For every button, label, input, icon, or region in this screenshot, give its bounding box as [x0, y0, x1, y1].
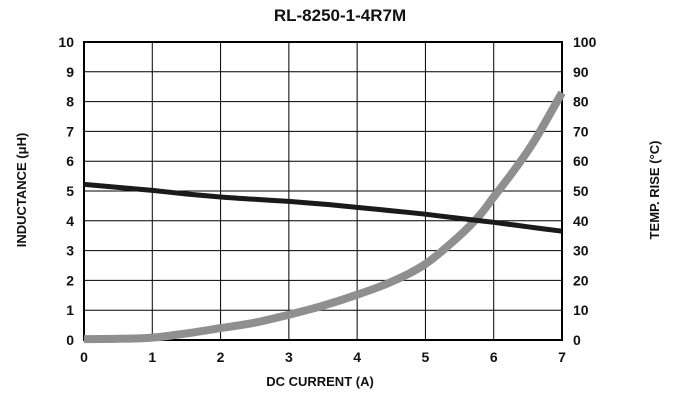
y2-tick-label: 70	[573, 123, 589, 139]
y2-tick-label: 50	[573, 183, 589, 199]
series-lines	[83, 90, 566, 344]
y-tick-label: 5	[66, 183, 74, 199]
chart-title: RL-8250-1-4R7M	[274, 6, 406, 25]
x-tick-label: 0	[80, 349, 88, 365]
y2-tick-label: 60	[573, 153, 589, 169]
x-tick-label: 1	[148, 349, 156, 365]
y-tick-label: 9	[66, 64, 74, 80]
y2-axis-label: TEMP. RISE (°C)	[647, 141, 662, 240]
y-tick-label: 1	[66, 302, 74, 318]
x-tick-label: 6	[490, 349, 498, 365]
y-axis-label: INDUCTANCE (μH)	[14, 133, 29, 248]
y-tick-label: 7	[66, 123, 74, 139]
y2-tick-label: 10	[573, 302, 589, 318]
x-tick-label: 5	[422, 349, 430, 365]
y-tick-label: 10	[58, 34, 74, 50]
tick-labels: 0 1 2 3 4 5 6 701234567891001020304050607080901…	[58, 34, 596, 365]
x-tick-label: 7	[558, 349, 566, 365]
inductance-series-line	[83, 181, 563, 234]
y-tick-label: 3	[66, 243, 74, 259]
y2-tick-label: 20	[573, 272, 589, 288]
y2-tick-label: 100	[573, 34, 597, 50]
x-axis-label: DC CURRENT (A)	[266, 374, 374, 389]
x-tick-label: 4	[353, 349, 361, 365]
x-tick-label: 2	[217, 349, 225, 365]
y-tick-label: 4	[66, 213, 74, 229]
y-tick-label: 8	[66, 94, 74, 110]
x-tick-label: 3	[285, 349, 293, 365]
y2-tick-label: 40	[573, 213, 589, 229]
y2-tick-label: 80	[573, 94, 589, 110]
temp-rise-series-line	[83, 90, 566, 344]
y2-tick-label: 90	[573, 64, 589, 80]
y2-tick-label: 0	[573, 332, 581, 348]
y-tick-label: 2	[66, 272, 74, 288]
plot-frame	[83, 41, 563, 341]
y-tick-label: 6	[66, 153, 74, 169]
y-tick-label: 0	[66, 332, 74, 348]
y2-tick-label: 30	[573, 243, 589, 259]
